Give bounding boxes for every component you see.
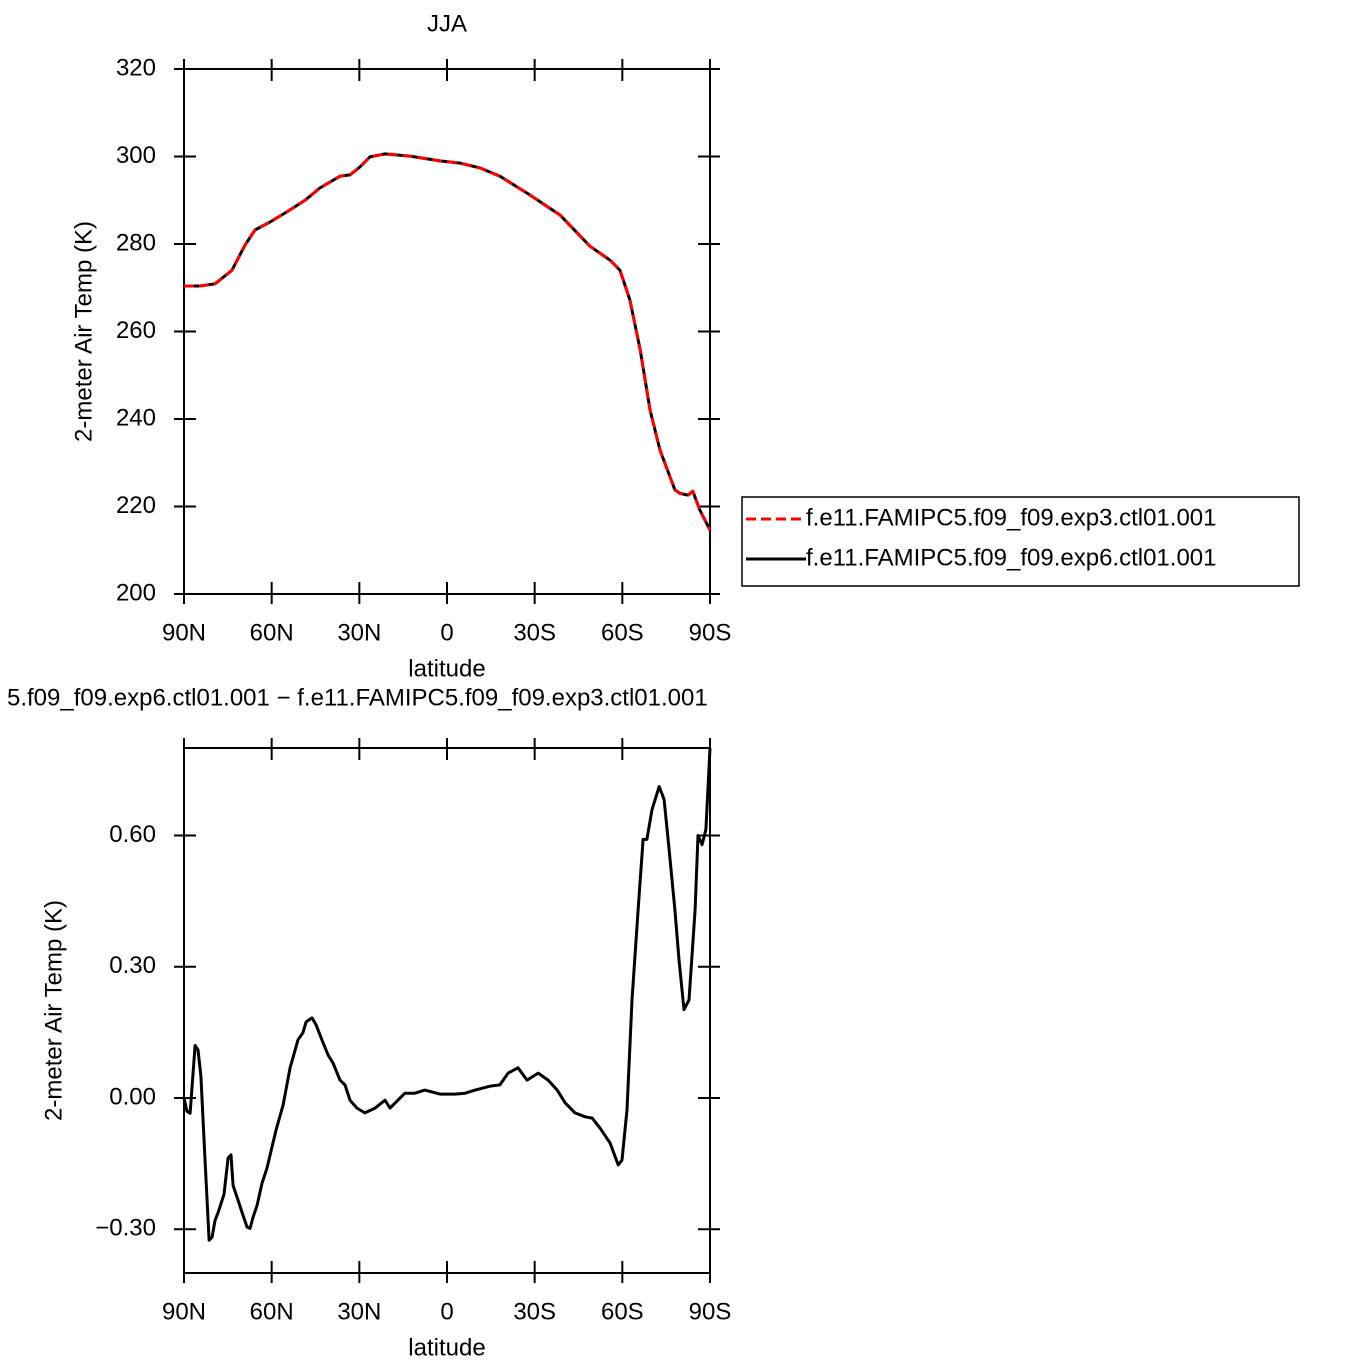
y-tick-label: 0.00 [109,1083,156,1110]
x-tick-label: 90S [689,1298,732,1325]
x-tick-label: 30N [337,1298,381,1325]
x-axis-label: latitude [408,1334,485,1361]
data-line [182,747,712,1242]
data-line [184,152,712,531]
y-tick-label: 200 [116,579,156,606]
x-tick-label: 90N [162,619,206,646]
y-tick-label: 260 [116,317,156,344]
x-tick-label: 30N [337,619,381,646]
legend-label: f.e11.FAMIPC5.f09_f09.exp6.ctl01.001 [806,544,1216,571]
y-axis-label: 2-meter Air Temp (K) [70,221,97,442]
y-tick-label: 300 [116,142,156,169]
y-tick-label: 240 [116,404,156,431]
y-tick-label: 320 [116,54,156,81]
x-axis-label: latitude [408,655,485,682]
y-tick-label: 0.60 [109,821,156,848]
x-tick-label: 60N [250,619,294,646]
plot-frame [183,68,711,595]
chart-title: JJA [427,10,467,37]
x-tick-label: 90S [689,619,732,646]
x-tick-label: 0 [440,619,453,646]
x-tick-label: 60N [250,1298,294,1325]
y-axis-label: 2-meter Air Temp (K) [40,900,67,1121]
x-tick-label: 60S [601,619,644,646]
y-tick-label: 0.30 [109,952,156,979]
data-line [184,152,712,531]
y-tick-label: 280 [116,229,156,256]
x-tick-label: 30S [513,1298,556,1325]
legend-box [741,496,1300,587]
x-tick-label: 0 [440,1298,453,1325]
x-tick-label: 60S [601,1298,644,1325]
x-tick-label: 30S [513,619,556,646]
legend-label: f.e11.FAMIPC5.f09_f09.exp3.ctl01.001 [806,504,1216,531]
y-tick-label: −0.30 [95,1215,156,1242]
x-tick-label: 90N [162,1298,206,1325]
y-tick-label: 220 [116,492,156,519]
chart-title: 5.f09_f09.exp6.ctl01.001 − f.e11.FAMIPC5… [7,684,708,711]
